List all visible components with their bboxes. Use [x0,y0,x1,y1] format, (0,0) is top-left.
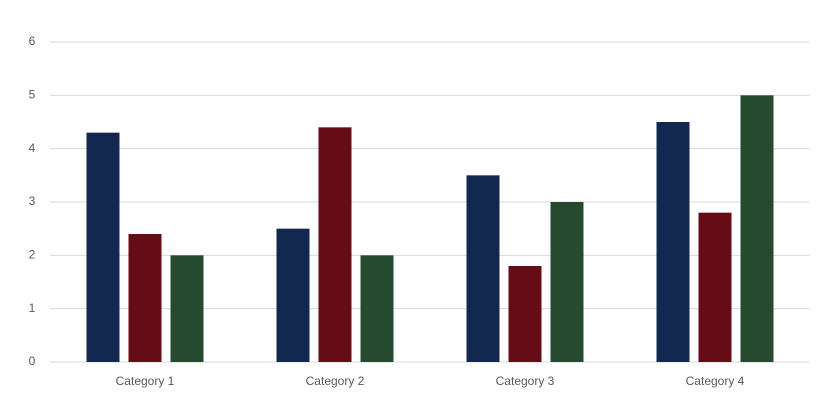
bar [276,228,310,362]
y-tick-label: 2 [29,248,36,262]
bar [318,127,352,362]
bar [656,122,690,362]
y-tick-label: 1 [29,301,36,315]
bar [86,132,120,362]
y-tick-label: 0 [29,354,36,368]
bar [360,255,394,362]
bar [550,202,584,362]
y-tick-label: 6 [29,34,36,48]
y-tick-label: 3 [29,194,36,208]
bar [740,95,774,362]
bar [698,212,732,362]
x-tick-label: Category 1 [116,374,175,388]
y-tick-label: 4 [29,141,36,155]
x-tick-label: Category 4 [686,374,745,388]
x-tick-label: Category 2 [306,374,365,388]
bar [170,255,204,362]
bar [128,234,162,362]
y-tick-label: 5 [29,88,36,102]
bar [466,175,500,362]
x-tick-label: Category 3 [496,374,555,388]
bar [508,266,542,362]
